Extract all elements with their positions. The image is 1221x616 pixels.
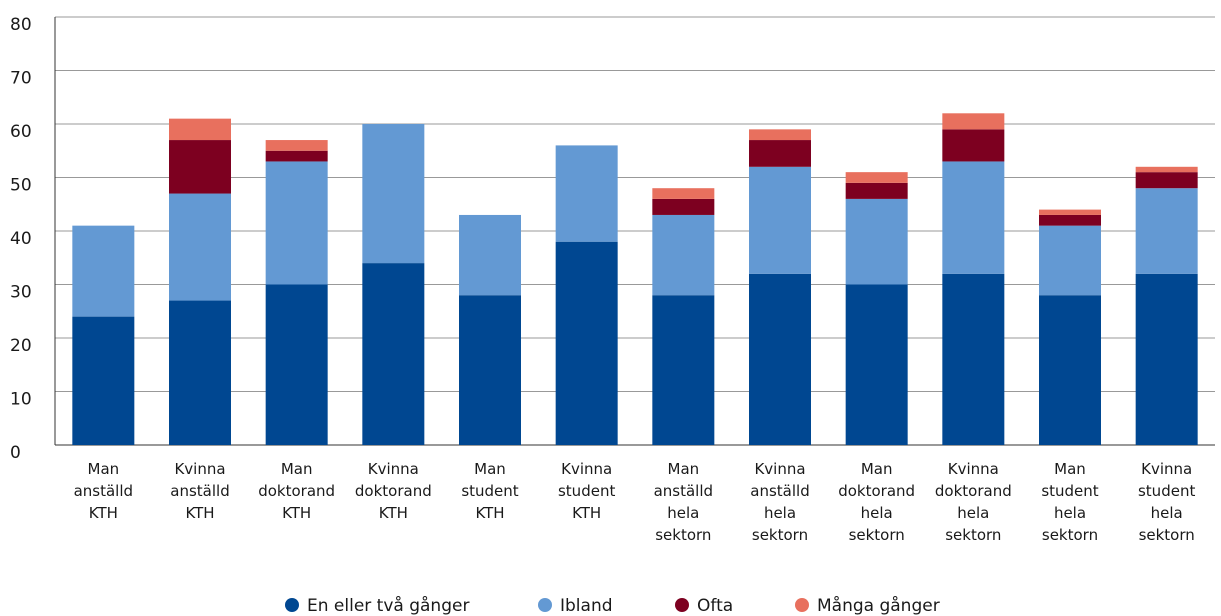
y-tick-label: 30 bbox=[10, 283, 32, 303]
x-tick-label: Man anställd hela sektorn bbox=[654, 460, 713, 544]
y-tick-label: 50 bbox=[10, 176, 32, 196]
bar-segment bbox=[362, 263, 425, 445]
bar-segment bbox=[1135, 188, 1198, 274]
y-tick-label: 0 bbox=[10, 443, 21, 463]
legend-marker bbox=[795, 598, 809, 612]
bar-segment bbox=[1039, 214, 1101, 226]
x-tick-label: Kvinna doktorand hela sektorn bbox=[935, 460, 1012, 544]
bar-segment bbox=[169, 118, 231, 141]
bar-segment bbox=[1135, 166, 1198, 173]
bar-segment bbox=[845, 172, 908, 183]
bar-segment bbox=[749, 129, 811, 141]
bar-segment bbox=[942, 129, 1005, 162]
bar-segment bbox=[845, 284, 908, 445]
bar-segment bbox=[652, 188, 715, 199]
bar-segment bbox=[265, 150, 328, 162]
x-tick-label: Kvinna doktorand KTH bbox=[355, 460, 432, 522]
bar-segment bbox=[942, 161, 1005, 274]
bar-segment bbox=[459, 214, 521, 296]
y-tick-label: 20 bbox=[10, 336, 32, 356]
legend-label: Ofta bbox=[697, 596, 733, 616]
bar-segment bbox=[169, 300, 231, 445]
y-tick-label: 80 bbox=[10, 15, 32, 35]
legend-label: Många gånger bbox=[817, 595, 940, 616]
bar-segment bbox=[555, 241, 618, 445]
bar-segment bbox=[362, 124, 425, 264]
bar-segment bbox=[169, 140, 231, 194]
x-tick-label: Man student KTH bbox=[461, 460, 518, 522]
y-tick-label: 40 bbox=[10, 229, 32, 249]
bar-segment bbox=[652, 295, 715, 445]
bar-segment bbox=[652, 214, 715, 296]
bar-segment bbox=[72, 316, 135, 445]
y-tick-label: 10 bbox=[10, 390, 32, 410]
bar-segment bbox=[1039, 209, 1101, 215]
bar-segment bbox=[1135, 172, 1198, 189]
legend-marker bbox=[538, 598, 552, 612]
bar-segment bbox=[1135, 273, 1198, 445]
x-tick-label: Kvinna student hela sektorn bbox=[1138, 460, 1195, 544]
bar-segment bbox=[265, 284, 328, 445]
x-tick-label: Man student hela sektorn bbox=[1041, 460, 1098, 544]
bar-segment bbox=[265, 140, 328, 151]
x-tick-label: Man anställd KTH bbox=[74, 460, 133, 522]
legend-label: Ibland bbox=[560, 596, 613, 616]
bar-segment bbox=[942, 113, 1005, 130]
bar-segment bbox=[749, 273, 811, 445]
bar-segment bbox=[72, 225, 135, 317]
legend-marker bbox=[285, 598, 299, 612]
bar-segment bbox=[652, 198, 715, 215]
bar-segment bbox=[942, 273, 1005, 445]
legend-label: En eller två gånger bbox=[307, 595, 469, 616]
y-tick-label: 70 bbox=[10, 69, 32, 89]
x-tick-label: Kvinna anställd hela sektorn bbox=[750, 460, 809, 544]
bar-segment bbox=[845, 182, 908, 199]
bar-segment bbox=[459, 295, 521, 445]
legend-marker bbox=[675, 598, 689, 612]
x-tick-label: Man doktorand hela sektorn bbox=[838, 460, 915, 544]
bar-segment bbox=[749, 140, 811, 167]
bar-segment bbox=[749, 166, 811, 274]
bar-segment bbox=[265, 161, 328, 285]
bar-segment bbox=[845, 198, 908, 285]
bar-segment bbox=[1039, 225, 1101, 296]
bar-segment bbox=[169, 193, 231, 301]
x-tick-label: Kvinna student KTH bbox=[558, 460, 615, 522]
bar-segment bbox=[555, 145, 618, 242]
x-tick-label: Man doktorand KTH bbox=[258, 460, 335, 522]
y-tick-label: 60 bbox=[10, 122, 32, 142]
bar-segment bbox=[1039, 295, 1101, 445]
x-tick-label: Kvinna anställd KTH bbox=[170, 460, 229, 522]
